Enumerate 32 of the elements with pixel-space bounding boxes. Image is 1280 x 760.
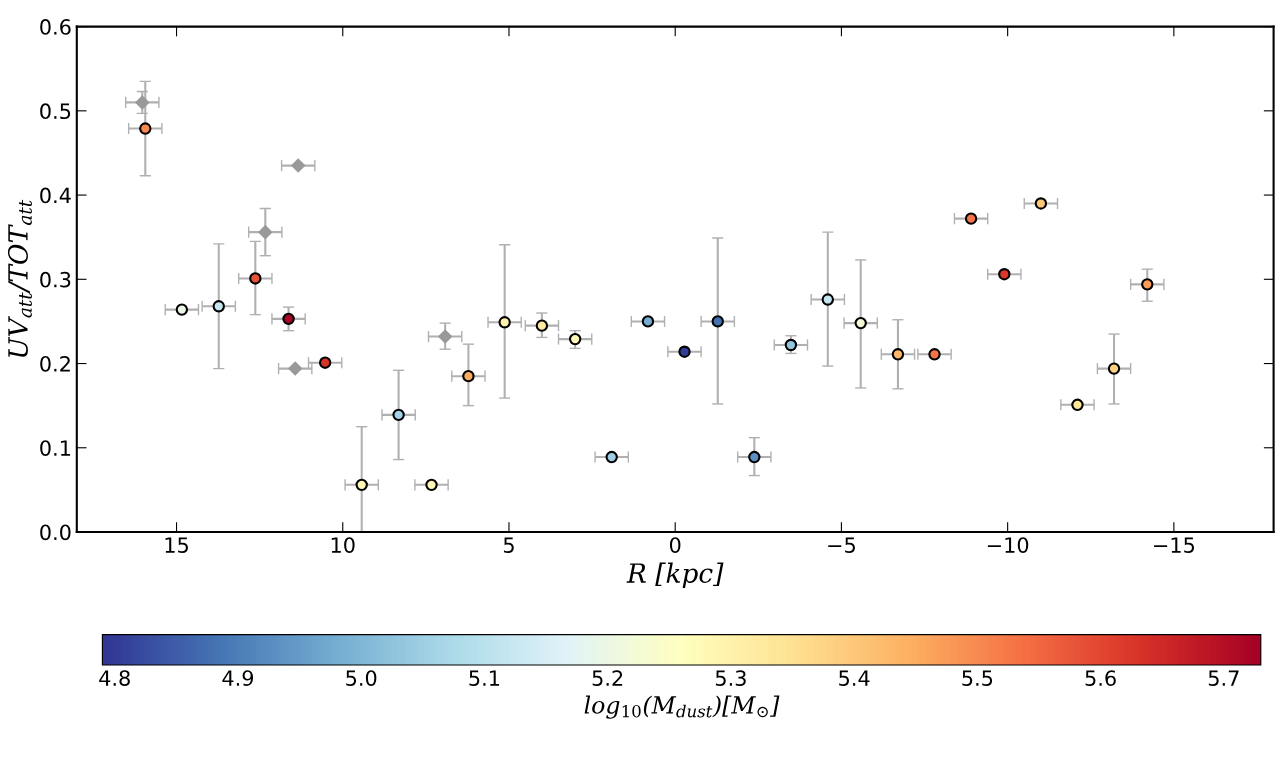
y-tick-label: 0.3 — [40, 271, 71, 288]
color-bar-label: 4.9 — [222, 670, 254, 686]
x-tick-label: 5 — [503, 537, 514, 553]
y-tick-label: 0.6 — [40, 19, 71, 35]
x-tick-label: 10 — [331, 537, 355, 553]
x-axis-title: R [kpc] — [626, 562, 724, 589]
y-tick-label: 0.1 — [40, 440, 71, 456]
color-bar-label: 5.5 — [962, 670, 993, 686]
point — [287, 361, 303, 376]
point — [437, 329, 453, 344]
color-bar-label: 5.1 — [469, 670, 500, 686]
color-bar-label: 5.2 — [592, 670, 623, 686]
x-tick-label: 0 — [669, 537, 681, 553]
color-bar-label: 5.3 — [715, 670, 746, 686]
color-bar-label: 5.7 — [1208, 670, 1239, 686]
point — [258, 224, 273, 240]
color-bar-label: 5.6 — [1085, 670, 1116, 686]
y-tick-label: 0.2 — [40, 355, 70, 372]
point — [290, 158, 306, 173]
y-tick-label: 0.0 — [40, 524, 71, 541]
x-tick-label: −10 — [987, 537, 1029, 553]
y-tick-label: 0.4 — [40, 187, 71, 204]
point — [135, 95, 150, 110]
y-tick-label: 0.5 — [40, 103, 71, 120]
color-bar-label: 5.0 — [346, 670, 377, 686]
x-tick-label: −5 — [828, 537, 855, 553]
x-tick-label: 15 — [165, 537, 188, 553]
color-bar-label: 5.4 — [839, 670, 870, 686]
y-axis-title: UV$_{att}$/TOT$_{att}$ — [7, 199, 32, 357]
color-bar-title: log$_{10}$(M$_{dust}$)[M$_{⊙}$] — [584, 695, 780, 719]
color-bar-label: 4.8 — [99, 670, 130, 686]
x-tick-label: −15 — [1154, 537, 1195, 553]
